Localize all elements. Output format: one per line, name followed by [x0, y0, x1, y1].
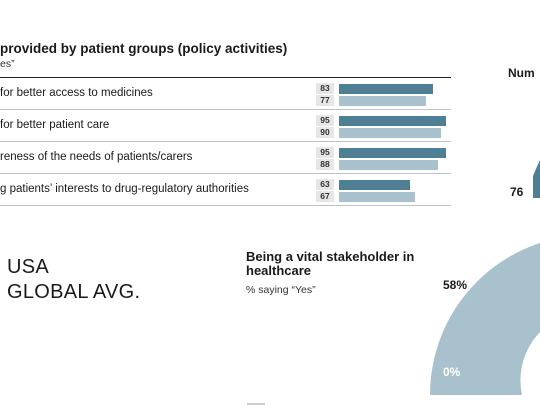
legend-usa: USA: [7, 256, 50, 278]
gauge-value-label: 58%: [443, 278, 468, 292]
usa-bar: [339, 147, 447, 158]
bar-chart-top-rule: [0, 77, 451, 78]
gauge-main-arc: [430, 243, 540, 395]
usa-bar: [339, 83, 433, 94]
gauge-subtitle: % saying “Yes”: [246, 284, 316, 296]
gauge-title: Being a vital stakeholder in healthcare: [246, 249, 415, 278]
bar-row: reness of the needs of patients/carers 95…: [0, 142, 451, 174]
usa-value-label: 63: [316, 179, 334, 190]
gauge-partial-value: 76: [510, 185, 524, 199]
category-label: reness of the needs of patients/carers: [0, 151, 193, 163]
global-bar: [339, 191, 415, 202]
bar-chart-subtitle: es”: [0, 58, 15, 70]
global-bar: [339, 95, 426, 106]
bar-row: for better access to medicines 83 77: [0, 78, 451, 110]
bar-chart-title: provided by patient groups (policy activ…: [0, 41, 288, 56]
usa-value-label: 95: [316, 115, 334, 126]
gauge-partial-title: Num: [508, 66, 535, 80]
global-value-label: 67: [316, 191, 334, 202]
legend-global-avg: GLOBAL AVG.: [7, 281, 141, 303]
bar-row: for better patient care 95 90: [0, 110, 451, 142]
global-value-label: 88: [316, 159, 334, 170]
global-bar: [339, 159, 439, 170]
gauge-zero-label: 0%: [443, 365, 461, 379]
gauge-partial-arc: [533, 160, 540, 198]
category-label: for better patient care: [0, 119, 110, 131]
global-bar: [339, 127, 441, 138]
global-value-label: 90: [316, 127, 334, 138]
usa-bar: [339, 115, 447, 126]
usa-value-label: 83: [316, 83, 334, 94]
usa-value-label: 95: [316, 147, 334, 158]
category-label: for better access to medicines: [0, 87, 153, 99]
global-value-label: 77: [316, 95, 334, 106]
usa-bar: [339, 179, 411, 190]
category-label: g patients’ interests to drug-regulatory…: [0, 183, 249, 195]
bar-row: g patients’ interests to drug-regulatory…: [0, 174, 451, 206]
